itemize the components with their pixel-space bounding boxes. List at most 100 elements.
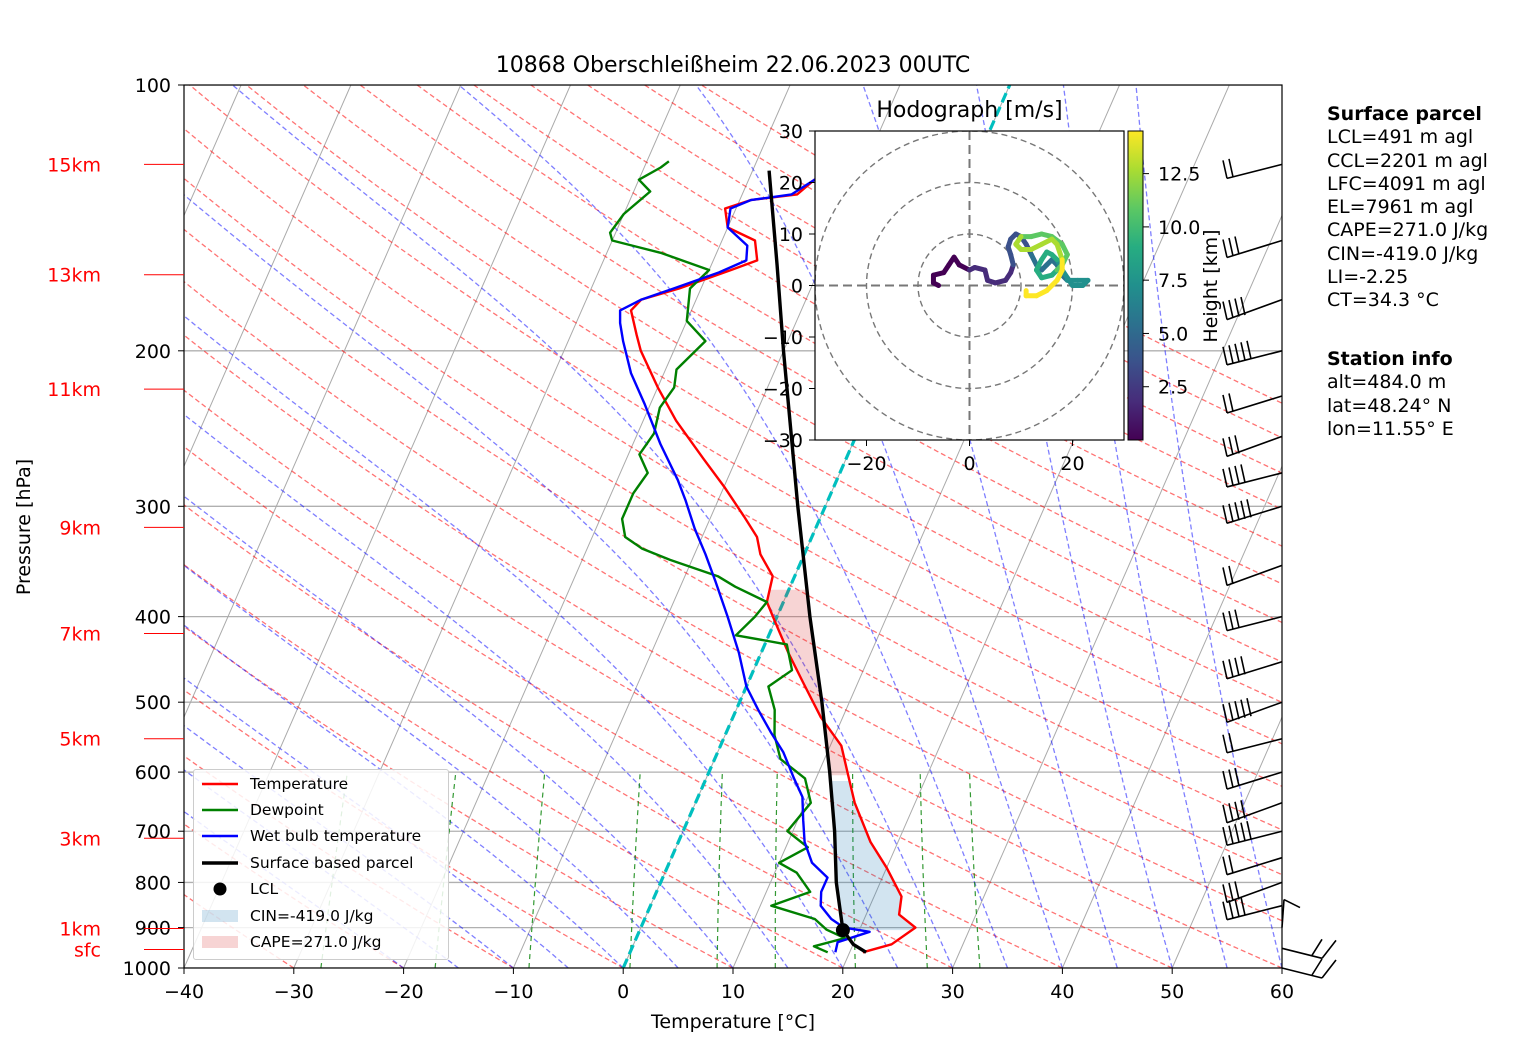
legend-label-cin: CIN=-419.0 J/kg [250, 907, 374, 925]
y-tick-label: 800 [135, 872, 171, 894]
surface-parcel-title: Surface parcel [1327, 103, 1482, 125]
moist-adiabat [1062, 85, 1228, 968]
y-tick-label: 700 [135, 821, 171, 843]
legend-swatch-parcel [202, 861, 238, 865]
moist-adiabat [184, 564, 679, 968]
colorbar [1127, 130, 1144, 441]
mixing-ratio-line [919, 772, 928, 968]
isotherm-line [184, 85, 352, 468]
legend-swatch-cape [202, 936, 238, 948]
mixing-ratio-line [629, 772, 641, 968]
wind-barb [1281, 898, 1301, 928]
y-tick-label: 300 [135, 496, 171, 518]
height-label: 9km [59, 517, 101, 539]
moist-adiabat [458, 85, 1009, 968]
surface-parcel-lfc: LFC=4091 m agl [1327, 172, 1486, 195]
surface-parcel-li: LI=-2.25 [1327, 266, 1409, 289]
x-tick-label: 50 [1160, 981, 1184, 1003]
x-tick-label: 60 [1270, 981, 1294, 1003]
moist-adiabat [184, 193, 899, 968]
isotherm-line [952, 214, 1282, 968]
wind-barb [1222, 767, 1283, 790]
moist-adiabat [184, 495, 734, 968]
dewpoint-line [608, 160, 847, 954]
height-label: 5km [59, 729, 101, 751]
hodograph-plot [815, 131, 1124, 440]
x-tick-label: −10 [493, 981, 533, 1003]
dry-adiabat [184, 563, 844, 968]
legend-swatch-wetbulb [202, 834, 238, 838]
legend-label-dewpoint: Dewpoint [250, 801, 324, 819]
legend-swatch-dewpoint [202, 808, 238, 812]
height-label: 11km [47, 379, 101, 401]
hodograph-title: Hodograph [m/s] [876, 98, 1062, 123]
moist-adiabat [184, 677, 569, 968]
isotherm-line [1171, 715, 1282, 968]
station-info: Station info alt=484.0 m lat=48.24° N lo… [1327, 348, 1454, 441]
dry-adiabat [184, 280, 1282, 922]
mixing-ratio-line [774, 772, 778, 968]
legend-label-parcel: Surface based parcel [250, 854, 414, 872]
surface-parcel-cin: CIN=-419.0 J/kg [1327, 242, 1479, 265]
x-tick-label: −20 [384, 981, 424, 1003]
surface-parcel-cape: CAPE=271.0 J/kg [1327, 219, 1489, 242]
y-tick-label: 100 [135, 75, 171, 97]
hodograph-y-tick-label: 30 [779, 121, 803, 143]
legend-label-lcl: LCL [250, 880, 279, 898]
hodograph-x-tick-label: 0 [963, 453, 975, 475]
height-label: 3km [59, 828, 101, 850]
x-tick-label: 10 [721, 981, 745, 1003]
lcl-marker [835, 923, 850, 938]
x-tick-label: 30 [941, 981, 965, 1003]
mixing-ratio-line [852, 772, 856, 968]
wetbulb-line [618, 163, 871, 953]
hodograph-y-tick-label: 10 [779, 224, 803, 246]
colorbar-tick-label: 5.0 [1158, 323, 1188, 345]
chart-legend: Temperature Dewpoint Wet bulb temperatur… [193, 769, 449, 960]
x-axis-label: Temperature [°C] [650, 1011, 815, 1033]
hodograph-y-tick-label: −30 [763, 430, 803, 452]
wind-barb [1222, 821, 1283, 846]
hodograph: −20 0 20 −30 −20 −10 0 10 20 30 Hodograph [m/s] 2.5… [763, 98, 1222, 475]
mixing-ratio-line [968, 772, 981, 968]
moist-adiabat [184, 413, 789, 968]
station-latitude: lat=48.24° N [1327, 394, 1452, 417]
colorbar-tick-label: 7.5 [1158, 270, 1188, 292]
colorbar-label: Height [km] [1200, 229, 1222, 342]
x-tick-label: −30 [274, 981, 314, 1003]
dry-adiabat [184, 625, 734, 968]
isotherm-line [1061, 465, 1282, 968]
isotherm-line [403, 85, 791, 968]
temperature-line [629, 163, 917, 954]
legend-swatch-lcl [213, 882, 227, 896]
legend-label-temperature: Temperature [250, 775, 349, 793]
hodograph-y-tick-label: 0 [791, 276, 803, 298]
height-label: 13km [47, 265, 101, 287]
wind-barb [1222, 733, 1283, 754]
moist-adiabat [184, 624, 624, 968]
legend-label-cape: CAPE=271.0 J/kg [250, 933, 382, 951]
wind-barb [1222, 340, 1283, 366]
isotherm-line [184, 85, 462, 719]
hodograph-y-tick-label: −10 [763, 327, 803, 349]
dry-adiabat [184, 389, 1173, 968]
x-tick-label: −40 [164, 981, 204, 1003]
wind-barb [1222, 855, 1283, 876]
wind-barb [1222, 564, 1283, 587]
dry-adiabat [184, 504, 953, 968]
y-tick-label: 200 [135, 341, 171, 363]
height-label: 15km [47, 154, 101, 176]
wind-barb [1222, 158, 1283, 180]
colorbar-tick-label: 2.5 [1158, 377, 1188, 399]
surface-parcel-ccl: CCL=2201 m agl [1327, 149, 1488, 172]
moist-adiabat [862, 85, 1118, 968]
legend-swatch-temperature [202, 782, 238, 786]
height-label: sfc [74, 940, 101, 962]
surface-parcel-ct: CT=34.3 °C [1327, 289, 1439, 312]
y-tick-label: 400 [135, 607, 171, 629]
y-tick-label: 600 [135, 762, 171, 784]
surface-parcel-info: Surface parcel LCL=491 m agl CCL=2201 m … [1327, 103, 1488, 313]
dry-adiabat [184, 334, 1282, 968]
hodograph-trace-segment [1054, 241, 1065, 263]
